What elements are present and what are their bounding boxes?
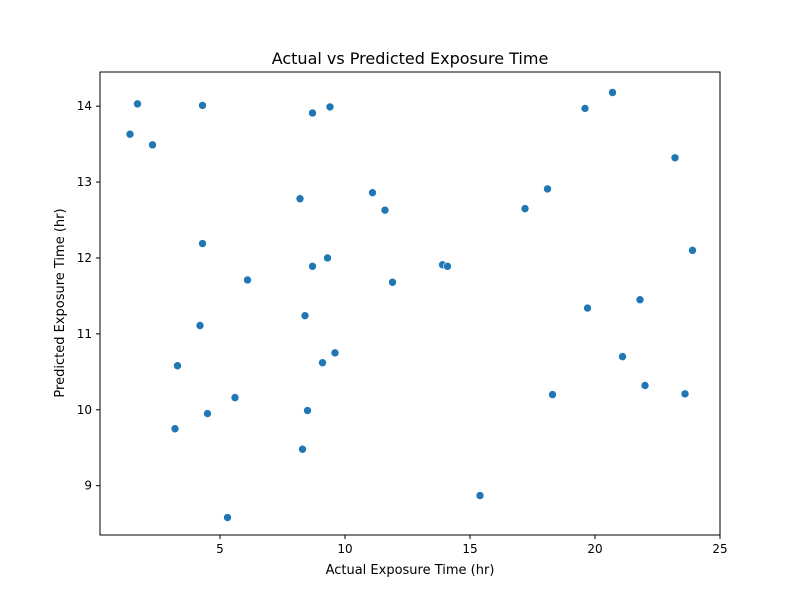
data-point-37 [670,153,680,163]
y-axis-label: Predicted Exposure Time (hr) [53,208,68,397]
data-point-38 [680,389,690,399]
y-tick-label: 11 [77,327,92,341]
data-point-0 [125,129,135,139]
data-point-18 [318,358,327,368]
data-point-39 [688,246,697,255]
data-point-33 [608,88,617,97]
y-axis-ticks: 9 10 11 12 13 14 [77,99,100,493]
data-point-22 [368,188,377,197]
data-point-7 [195,321,205,330]
x-tick-label: 5 [216,542,224,556]
data-point-36 [640,381,650,390]
data-point-23 [380,205,390,215]
x-tick-label: 20 [587,542,602,556]
data-point-5 [170,424,180,434]
data-point-2 [148,140,157,150]
y-tick-label: 10 [77,403,92,417]
y-tick-label: 9 [84,479,92,493]
chart-title: Actual vs Predicted Exposure Time [272,49,549,68]
data-point-8 [203,409,212,418]
data-point-31 [580,104,590,113]
x-axis-ticks: 5 10 15 20 25 [216,535,728,556]
data-point-14 [300,311,310,320]
data-point-21 [330,348,340,358]
x-tick-label: 15 [462,542,477,556]
data-point-4 [173,361,182,371]
x-tick-label: 25 [712,542,727,556]
x-axis-label: Actual Exposure Time (hr) [326,563,495,578]
y-tick-label: 13 [77,175,92,189]
data-point-30 [548,390,557,399]
data-point-3 [198,101,207,110]
data-point-9 [223,513,232,522]
y-tick-label: 14 [77,99,92,113]
data-point-19 [323,253,332,263]
data-point-13 [298,444,307,454]
data-point-28 [520,204,530,213]
data-point-32 [583,303,592,313]
data-point-16 [308,108,317,118]
data-point-15 [303,406,312,415]
data-point-17 [308,262,317,271]
data-point-34 [618,352,627,361]
data-point-29 [543,184,552,194]
data-points [125,88,697,522]
data-point-12 [295,194,305,204]
data-point-10 [230,393,240,402]
data-point-27 [475,491,485,500]
data-point-6 [198,239,207,248]
data-point-24 [388,277,397,287]
data-point-26 [443,262,452,271]
data-point-11 [243,275,252,285]
data-point-20 [325,102,335,112]
axes-frame [99,71,721,536]
x-tick-label: 10 [337,542,352,556]
data-point-35 [635,295,645,305]
y-tick-label: 12 [77,251,92,265]
data-point-1 [133,99,142,109]
